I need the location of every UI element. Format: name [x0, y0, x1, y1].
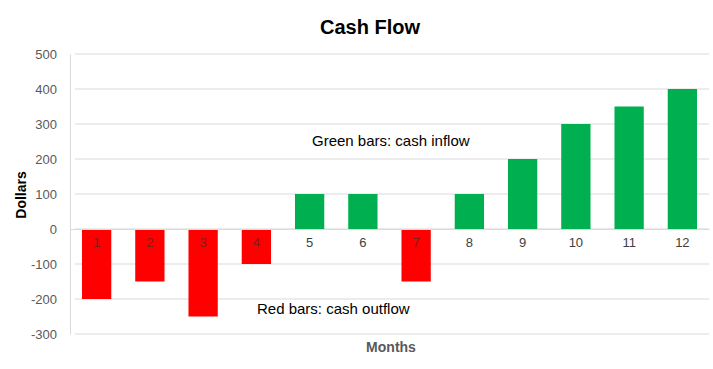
y-tick: -200: [31, 292, 70, 307]
x-axis-title: Months: [366, 339, 416, 355]
y-tick: -100: [31, 257, 70, 272]
x-tick: 4: [253, 229, 260, 250]
annotation: Green bars: cash inflow: [312, 132, 470, 149]
x-tick-label: 5: [306, 235, 313, 250]
chart: -300-200-1000100200300400500123456789101…: [0, 0, 713, 369]
x-tick-label: 7: [413, 235, 420, 250]
y-tick-label: 400: [35, 82, 57, 97]
grid: [75, 54, 709, 334]
bar: [242, 229, 271, 264]
bar: [614, 107, 643, 230]
y-axis-title: Dollars: [13, 171, 29, 219]
bar: [455, 194, 484, 229]
x-tick: 1: [93, 229, 100, 250]
grid-line: [75, 54, 709, 55]
x-tick: 6: [359, 229, 366, 250]
bar: [82, 229, 111, 299]
x-tick-label: 11: [622, 235, 636, 250]
x-tick: 8: [466, 229, 473, 250]
y-tick: 0: [50, 222, 70, 237]
bar: [561, 124, 590, 229]
grid-line: [75, 89, 709, 90]
x-tick: 9: [519, 229, 526, 250]
bar: [668, 89, 697, 229]
y-tick-label: 300: [35, 117, 57, 132]
x-tick-label: 10: [569, 235, 583, 250]
x-axis: 123456789101112: [71, 229, 710, 250]
x-tick-label: 1: [93, 235, 100, 250]
grid-line: [75, 159, 709, 160]
annotation: Red bars: cash outflow: [257, 300, 410, 317]
bar: [401, 229, 430, 282]
y-tick: 400: [35, 82, 70, 97]
x-tick: 10: [569, 229, 583, 250]
x-tick-label: 6: [359, 235, 366, 250]
y-axis: -300 -200 -100 0 100 200 300 400 500: [31, 47, 71, 342]
x-axis-line: [71, 229, 710, 230]
x-tick-label: 4: [253, 235, 260, 250]
bar: [508, 159, 537, 229]
x-tick: 12: [675, 229, 689, 250]
grid-line: [75, 264, 709, 265]
x-tick-label: 8: [466, 235, 473, 250]
y-tick-label: -100: [31, 257, 57, 272]
bar: [135, 229, 164, 282]
x-tick-label: 2: [146, 235, 153, 250]
x-tick: 11: [622, 229, 636, 250]
y-tick-label: -300: [31, 327, 57, 342]
x-tick: 3: [200, 229, 207, 250]
x-tick: 7: [413, 229, 420, 250]
y-tick-label: 500: [35, 47, 57, 62]
x-tick-label: 9: [519, 235, 526, 250]
grid-line: [75, 194, 709, 195]
y-tick: 300: [35, 117, 70, 132]
bars: [82, 89, 697, 317]
bar: [295, 194, 324, 229]
y-tick-label: 0: [50, 222, 57, 237]
grid-line: [75, 124, 709, 125]
grid-line: [75, 334, 709, 335]
y-tick: 100: [35, 187, 70, 202]
bar: [348, 194, 377, 229]
y-tick-label: 100: [35, 187, 57, 202]
bar: [188, 229, 217, 317]
y-tick: -300: [31, 327, 70, 342]
x-tick-label: 3: [200, 235, 207, 250]
y-axis-line: [70, 55, 71, 335]
y-tick: 200: [35, 152, 70, 167]
y-tick-label: -200: [31, 292, 57, 307]
x-tick: 2: [146, 229, 153, 250]
title: Cash Flow: [320, 16, 420, 38]
x-tick-label: 12: [675, 235, 689, 250]
x-tick: 5: [306, 229, 313, 250]
y-tick: 500: [35, 47, 70, 62]
y-tick-label: 200: [35, 152, 57, 167]
